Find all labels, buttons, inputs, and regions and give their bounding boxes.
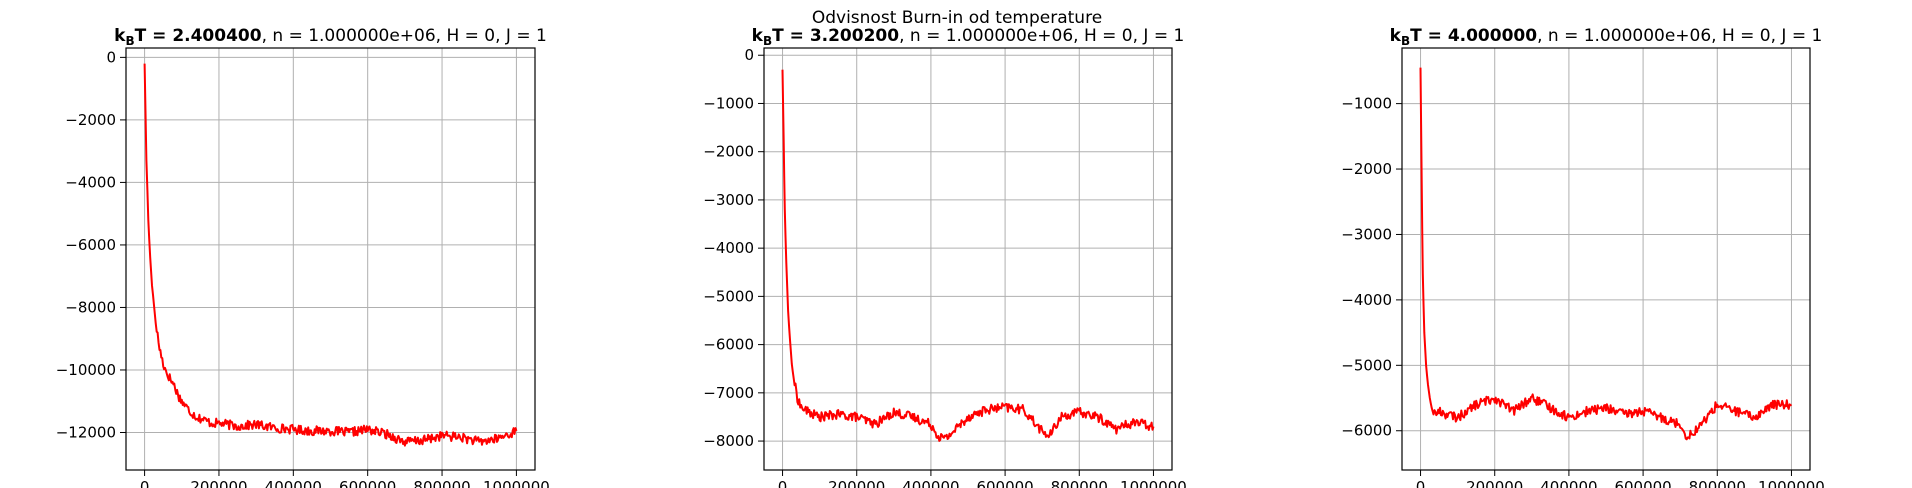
y-tick-label: −12000 (56, 423, 116, 441)
y-tick-label: −6000 (703, 336, 754, 354)
axes-frame (763, 47, 1173, 471)
y-tick-label: −4000 (65, 173, 116, 191)
y-tick-label: −1000 (1341, 95, 1392, 113)
figure-suptitle: Odvisnost Burn-in od temperature (812, 8, 1102, 28)
y-tick-label: −2000 (1341, 160, 1392, 178)
series-line (1419, 67, 1793, 441)
x-tick-label: 600000 (1614, 478, 1671, 488)
x-tick-label: 400000 (902, 478, 959, 488)
y-tick-label: −5000 (1341, 356, 1392, 374)
x-tick-label: 800000 (1689, 478, 1746, 488)
y-tick-label: −7000 (703, 384, 754, 402)
x-tick-label: 200000 (190, 478, 247, 488)
subplot-3: 0 200000 400000 600000 800000 1000000 −1000 −20… (1341, 26, 1825, 488)
subplot-title: kBT = 3.200200, n = 1.000000e+06, H = 0,… (752, 26, 1185, 48)
x-tick-label: 0 (140, 478, 150, 488)
x-tick-label: 200000 (828, 478, 885, 488)
series-line (781, 69, 1155, 442)
y-tick-label: 0 (744, 46, 754, 64)
y-tick-label: −6000 (65, 236, 116, 254)
y-tick-label: −8000 (703, 432, 754, 450)
y-tick-label: −2000 (703, 143, 754, 161)
x-tick-label: 1000000 (1120, 478, 1187, 488)
subplot-2: 0 200000 400000 600000 800000 1000000 0 −1000 −2… (703, 26, 1187, 488)
subplot-title: kBT = 4.000000, n = 1.000000e+06, H = 0,… (1390, 26, 1823, 48)
y-tick-label: −5000 (703, 287, 754, 305)
subplot-1: 0 200000 400000 600000 800000 1000000 0 −2000 −4… (56, 26, 550, 488)
y-tick-label: −1000 (703, 94, 754, 112)
y-tick-label: −3000 (703, 191, 754, 209)
y-tick-label: −2000 (65, 111, 116, 129)
y-tick-label: −8000 (65, 298, 116, 316)
x-tick-label: 600000 (976, 478, 1033, 488)
y-tick-label: −10000 (56, 361, 116, 379)
x-tick-label: 400000 (265, 478, 322, 488)
y-tick-label: −3000 (1341, 225, 1392, 243)
subplot-title: kBT = 2.400400, n = 1.000000e+06, H = 0,… (114, 26, 547, 48)
y-tick-label: 0 (106, 48, 116, 66)
x-tick-label: 400000 (1540, 478, 1597, 488)
x-tick-label: 0 (778, 478, 788, 488)
x-tick-label: 1000000 (1758, 478, 1825, 488)
y-tick-label: −6000 (1341, 422, 1392, 440)
x-tick-label: 0 (1416, 478, 1426, 488)
x-tick-label: 200000 (1466, 478, 1523, 488)
x-tick-label: 800000 (1051, 478, 1108, 488)
x-tick-label: 800000 (413, 478, 470, 488)
y-tick-label: −4000 (1341, 291, 1392, 309)
x-tick-label: 1000000 (483, 478, 550, 488)
axes-frame (125, 47, 536, 471)
x-tick-label: 600000 (339, 478, 396, 488)
series-line (143, 63, 518, 447)
y-tick-label: −4000 (703, 239, 754, 257)
axes-frame (1401, 47, 1811, 471)
